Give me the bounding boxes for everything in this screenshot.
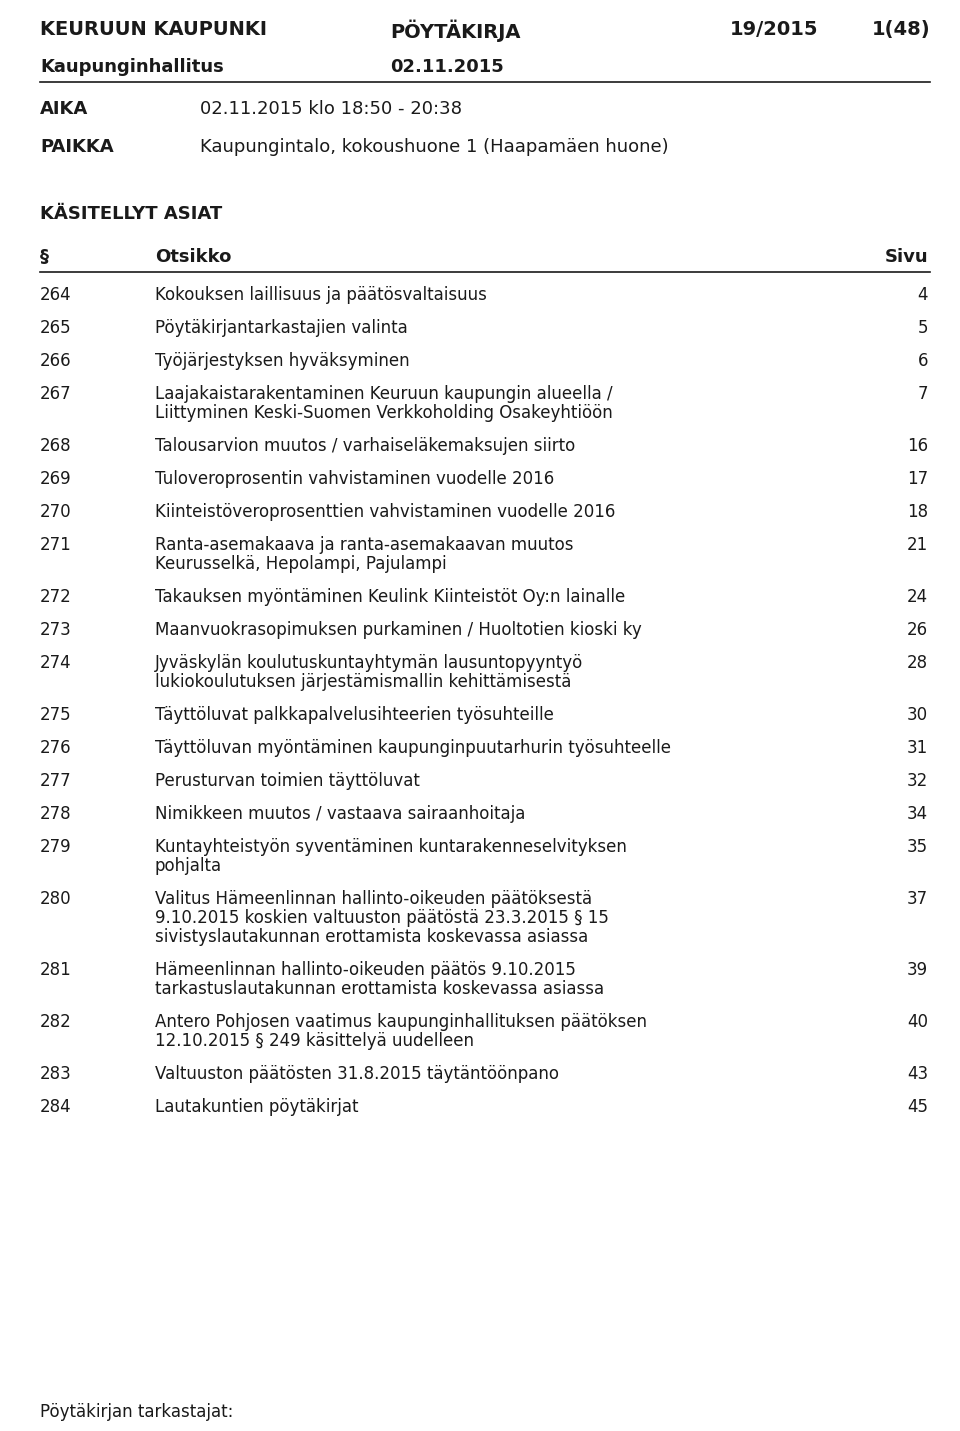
Text: 283: 283 xyxy=(40,1065,72,1083)
Text: Perusturvan toimien täyttöluvat: Perusturvan toimien täyttöluvat xyxy=(155,771,420,790)
Text: Maanvuokrasopimuksen purkaminen / Huoltotien kioski ky: Maanvuokrasopimuksen purkaminen / Huolto… xyxy=(155,621,641,640)
Text: 275: 275 xyxy=(40,705,72,724)
Text: 284: 284 xyxy=(40,1098,72,1116)
Text: 277: 277 xyxy=(40,771,72,790)
Text: 28: 28 xyxy=(907,654,928,673)
Text: Antero Pohjosen vaatimus kaupunginhallituksen päätöksen: Antero Pohjosen vaatimus kaupunginhallit… xyxy=(155,1013,647,1030)
Text: 282: 282 xyxy=(40,1013,72,1030)
Text: 26: 26 xyxy=(907,621,928,640)
Text: Laajakaistarakentaminen Keuruun kaupungin alueella /: Laajakaistarakentaminen Keuruun kaupungi… xyxy=(155,385,612,404)
Text: 34: 34 xyxy=(907,806,928,823)
Text: lukiokoulutuksen järjestämismallin kehittämisestä: lukiokoulutuksen järjestämismallin kehit… xyxy=(155,673,571,691)
Text: Täyttöluvat palkkapalvelusihteerien työsuhteille: Täyttöluvat palkkapalvelusihteerien työs… xyxy=(155,705,554,724)
Text: 265: 265 xyxy=(40,319,72,336)
Text: Kokouksen laillisuus ja päätösvaltaisuus: Kokouksen laillisuus ja päätösvaltaisuus xyxy=(155,286,487,303)
Text: AIKA: AIKA xyxy=(40,100,88,117)
Text: 4: 4 xyxy=(918,286,928,303)
Text: Takauksen myöntäminen Keulink Kiinteistöt Oy:n lainalle: Takauksen myöntäminen Keulink Kiinteistö… xyxy=(155,588,625,605)
Text: 267: 267 xyxy=(40,385,72,404)
Text: 16: 16 xyxy=(907,436,928,455)
Text: 39: 39 xyxy=(907,962,928,979)
Text: 264: 264 xyxy=(40,286,72,303)
Text: Talousarvion muutos / varhaiseläkemaksujen siirto: Talousarvion muutos / varhaiseläkemaksuj… xyxy=(155,436,575,455)
Text: Tuloveroprosentin vahvistaminen vuodelle 2016: Tuloveroprosentin vahvistaminen vuodelle… xyxy=(155,469,554,488)
Text: Täyttöluvan myöntäminen kaupunginpuutarhurin työsuhteelle: Täyttöluvan myöntäminen kaupunginpuutarh… xyxy=(155,738,671,757)
Text: Kiinteistöveroprosenttien vahvistaminen vuodelle 2016: Kiinteistöveroprosenttien vahvistaminen … xyxy=(155,504,615,521)
Text: 6: 6 xyxy=(918,352,928,371)
Text: Jyväskylän koulutuskuntayhtymän lausuntopyyntyö: Jyväskylän koulutuskuntayhtymän lausunto… xyxy=(155,654,584,673)
Text: 270: 270 xyxy=(40,504,72,521)
Text: 43: 43 xyxy=(907,1065,928,1083)
Text: 271: 271 xyxy=(40,537,72,554)
Text: 24: 24 xyxy=(907,588,928,605)
Text: 32: 32 xyxy=(907,771,928,790)
Text: pohjalta: pohjalta xyxy=(155,857,222,874)
Text: 45: 45 xyxy=(907,1098,928,1116)
Text: 35: 35 xyxy=(907,839,928,856)
Text: 12.10.2015 § 249 käsittelyä uudelleen: 12.10.2015 § 249 käsittelyä uudelleen xyxy=(155,1032,474,1050)
Text: §: § xyxy=(40,248,49,266)
Text: Ranta-asemakaava ja ranta-asemakaavan muutos: Ranta-asemakaava ja ranta-asemakaavan mu… xyxy=(155,537,573,554)
Text: Otsikko: Otsikko xyxy=(155,248,231,266)
Text: Työjärjestyksen hyväksyminen: Työjärjestyksen hyväksyminen xyxy=(155,352,410,371)
Text: 281: 281 xyxy=(40,962,72,979)
Text: 272: 272 xyxy=(40,588,72,605)
Text: sivistyslautakunnan erottamista koskevassa asiassa: sivistyslautakunnan erottamista koskevas… xyxy=(155,927,588,946)
Text: PAIKKA: PAIKKA xyxy=(40,137,113,156)
Text: 7: 7 xyxy=(918,385,928,404)
Text: Hämeenlinnan hallinto-oikeuden päätös 9.10.2015: Hämeenlinnan hallinto-oikeuden päätös 9.… xyxy=(155,962,576,979)
Text: 30: 30 xyxy=(907,705,928,724)
Text: tarkastuslautakunnan erottamista koskevassa asiassa: tarkastuslautakunnan erottamista koskeva… xyxy=(155,980,604,997)
Text: Kaupunginhallitus: Kaupunginhallitus xyxy=(40,59,224,76)
Text: 19/2015: 19/2015 xyxy=(730,20,819,39)
Text: 268: 268 xyxy=(40,436,72,455)
Text: 31: 31 xyxy=(907,738,928,757)
Text: 5: 5 xyxy=(918,319,928,336)
Text: Kaupungintalo, kokoushuone 1 (Haapamäen huone): Kaupungintalo, kokoushuone 1 (Haapamäen … xyxy=(200,137,668,156)
Text: 276: 276 xyxy=(40,738,72,757)
Text: 279: 279 xyxy=(40,839,72,856)
Text: 9.10.2015 koskien valtuuston päätöstä 23.3.2015 § 15: 9.10.2015 koskien valtuuston päätöstä 23… xyxy=(155,909,609,927)
Text: 02.11.2015 klo 18:50 - 20:38: 02.11.2015 klo 18:50 - 20:38 xyxy=(200,100,462,117)
Text: Keurusselkä, Hepolampi, Pajulampi: Keurusselkä, Hepolampi, Pajulampi xyxy=(155,555,446,572)
Text: Pöytäkirjan tarkastajat:: Pöytäkirjan tarkastajat: xyxy=(40,1402,233,1421)
Text: PÖYTÄKIRJA: PÖYTÄKIRJA xyxy=(390,20,520,43)
Text: 280: 280 xyxy=(40,890,72,909)
Text: Valitus Hämeenlinnan hallinto-oikeuden päätöksestä: Valitus Hämeenlinnan hallinto-oikeuden p… xyxy=(155,890,592,909)
Text: Kuntayhteistyön syventäminen kuntarakenneselvityksen: Kuntayhteistyön syventäminen kuntarakenn… xyxy=(155,839,627,856)
Text: Sivu: Sivu xyxy=(884,248,928,266)
Text: 273: 273 xyxy=(40,621,72,640)
Text: 269: 269 xyxy=(40,469,72,488)
Text: 21: 21 xyxy=(907,537,928,554)
Text: 37: 37 xyxy=(907,890,928,909)
Text: Lautakuntien pöytäkirjat: Lautakuntien pöytäkirjat xyxy=(155,1098,358,1116)
Text: 274: 274 xyxy=(40,654,72,673)
Text: KEURUUN KAUPUNKI: KEURUUN KAUPUNKI xyxy=(40,20,267,39)
Text: 278: 278 xyxy=(40,806,72,823)
Text: Nimikkeen muutos / vastaava sairaanhoitaja: Nimikkeen muutos / vastaava sairaanhoita… xyxy=(155,806,525,823)
Text: 1(48): 1(48) xyxy=(872,20,930,39)
Text: Pöytäkirjantarkastajien valinta: Pöytäkirjantarkastajien valinta xyxy=(155,319,408,336)
Text: 17: 17 xyxy=(907,469,928,488)
Text: 40: 40 xyxy=(907,1013,928,1030)
Text: 266: 266 xyxy=(40,352,72,371)
Text: 18: 18 xyxy=(907,504,928,521)
Text: 02.11.2015: 02.11.2015 xyxy=(390,59,504,76)
Text: Valtuuston päätösten 31.8.2015 täytäntöönpano: Valtuuston päätösten 31.8.2015 täytäntöö… xyxy=(155,1065,559,1083)
Text: KÄSITELLYT ASIAT: KÄSITELLYT ASIAT xyxy=(40,205,223,223)
Text: Liittyminen Keski-Suomen Verkkoholding Osakeyhtiöön: Liittyminen Keski-Suomen Verkkoholding O… xyxy=(155,404,612,422)
